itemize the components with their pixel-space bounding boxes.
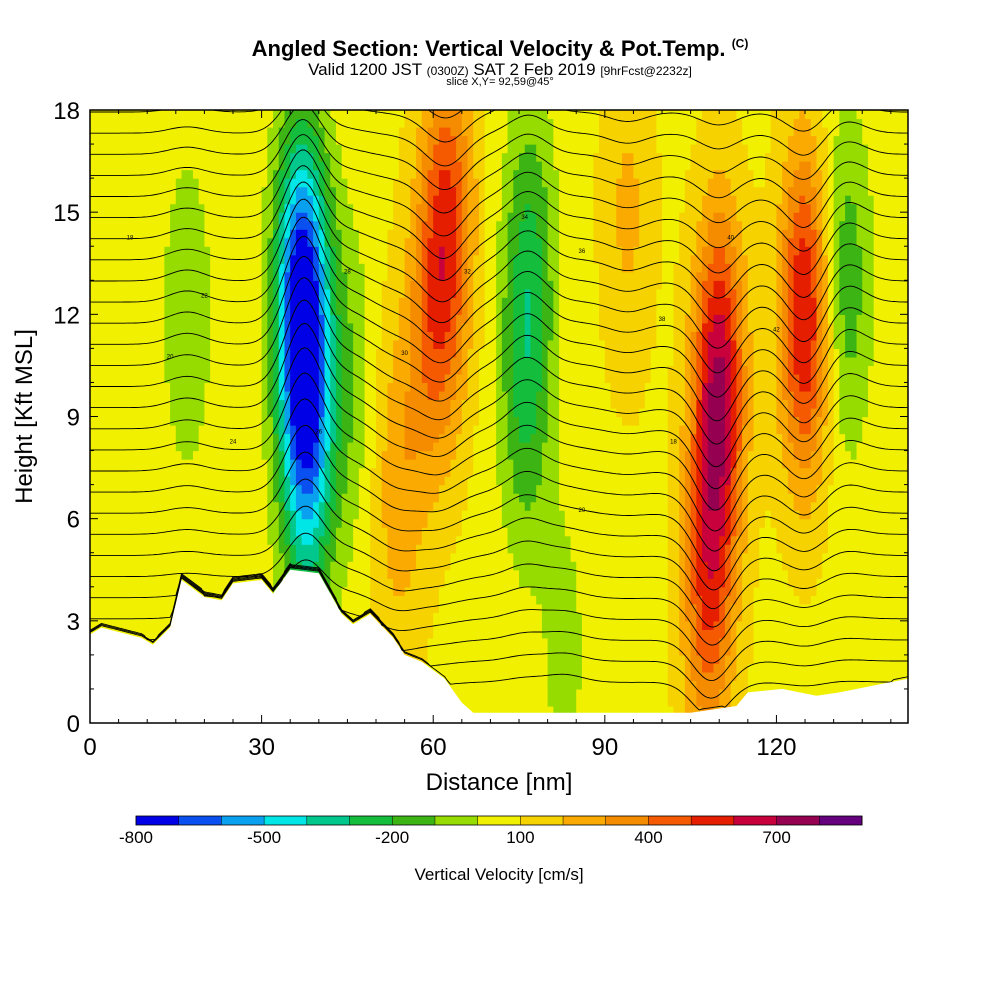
isentrope-line [90,134,908,237]
y-tick-label: 9 [67,405,80,432]
colorbar-swatch [178,816,222,825]
isentrope-line [90,277,908,422]
colorbar-swatch [349,816,393,825]
isentrope-line [90,505,908,610]
colorbar-label: Vertical Velocity [cm/s] [414,865,583,884]
isentrope-line [90,532,908,628]
isentrope-line [90,566,908,699]
y-tick-label: 0 [67,711,80,738]
isentrope-line [90,559,908,646]
colorbar-swatch [477,816,521,825]
isentrope-label: 18 [670,440,677,446]
y-tick-label: 15 [53,200,80,227]
x-tick-label: 0 [83,734,96,761]
colorbar-swatch [221,816,265,825]
isentrope-line [90,451,908,572]
colorbar-swatch [520,816,564,825]
isentrope-line [90,478,908,591]
colorbar-tick-label: -500 [247,828,281,847]
colorbar-swatch [264,816,308,825]
colorbar-swatch [306,816,351,825]
isentrope-label: 40 [727,235,734,241]
isentrope-line [90,181,908,303]
y-tick-label: 12 [53,302,80,329]
isentrope-label: 28 [344,270,351,276]
isentrope-label: 34 [521,215,528,221]
x-tick-label: 90 [591,734,618,761]
isentrope-line [90,567,908,711]
isentrope-label: 30 [401,351,408,357]
isentrope-line [427,110,463,119]
isentrope-line [90,235,908,374]
isentrope-line [90,110,908,167]
x-axis-label: Distance [nm] [426,769,573,796]
colorbar-tick-label: -800 [119,828,153,847]
isentrope-line [90,216,908,349]
isentrope-label: 22 [201,293,208,299]
colorbar-swatch [819,816,863,825]
y-tick-label: 3 [67,609,80,636]
isentrope-line [90,564,908,664]
isentrope-label: 18 [127,235,134,241]
isentrope-label: 42 [773,327,780,333]
isentrope-line [90,110,908,191]
isentrope-line [90,424,908,552]
colorbar-swatch [434,816,479,825]
isentrope-label: 20 [167,355,174,361]
isentrope-line [90,119,908,214]
colorbar-swatch [733,816,778,825]
isentrope-line [90,299,908,445]
isentrope-line [90,198,908,324]
isentrope-line [90,565,908,682]
isentrope-line [90,110,908,143]
colorbar-swatch [691,816,735,825]
isentrope-line [90,322,908,468]
y-tick-label: 18 [53,98,80,125]
chart-title: Angled Section: Vertical Velocity & Pot.… [251,36,749,61]
colorbar-swatch [605,816,649,825]
isentrope-label: 26 [315,430,322,436]
y-tick-label: 6 [67,507,80,534]
x-tick-label: 120 [756,734,796,761]
isentrope-line [90,149,908,259]
colorbar-tick-label: 100 [506,828,534,847]
isentrope-label: 24 [230,440,237,446]
isentrope-label: 20 [579,508,586,514]
isentrope-line [90,398,908,532]
isentrope-line [90,165,908,281]
slice-info: slice X,Y= 92,59@45° [446,76,554,88]
x-tick-label: 30 [248,734,275,761]
chart-subtitle: Valid 1200 JST (0300Z) SAT 2 Feb 2019 [9… [308,60,692,79]
colorbar-swatch [776,816,820,825]
colorbar-tick-label: -200 [375,828,409,847]
isentrope-labels: 18 20 22 24 26 28 30 32 34 36 38 40 42 18 20 [127,215,781,514]
colorbar-swatch [136,816,180,825]
isentrope-label: 32 [464,270,471,276]
colorbar-tick-label: 700 [762,828,790,847]
colorbar-swatch [648,816,692,825]
isentrope-line [90,372,908,511]
terrain [90,569,908,723]
y-axis-label: Height [Kft MSL] [11,329,38,504]
colorbar-tick-label: 400 [634,828,662,847]
isentrope-line [90,347,908,490]
colorbar: -800 -500 -200 100 400 700 Vertical Velocity [… [119,815,863,884]
colorbar-swatch [563,816,607,825]
isentropes [90,43,908,711]
isentrope-label: 36 [579,249,586,255]
isentrope-line [90,43,908,94]
plot-area: 18 20 22 24 26 28 30 32 34 36 38 40 42 18 20 [90,43,908,723]
colorbar-swatch [392,816,436,825]
isentrope-label: 38 [659,317,666,323]
x-tick-label: 60 [420,734,447,761]
isentrope-line [90,255,908,398]
